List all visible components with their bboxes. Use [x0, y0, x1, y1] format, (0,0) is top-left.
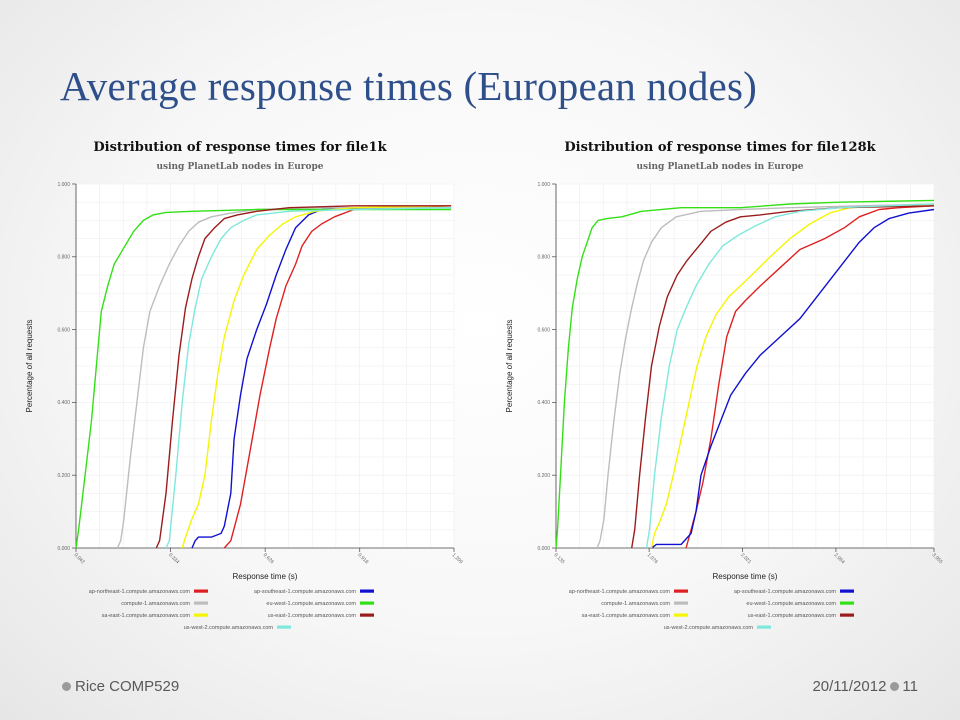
footer-course-label: Rice COMP529	[75, 678, 180, 695]
series-line-compute-1	[596, 203, 935, 549]
legend-swatch	[840, 601, 854, 605]
x-tick-label: 3.955	[931, 552, 944, 565]
y-tick-label: 0.000	[57, 546, 70, 552]
legend-label: ap-northeast-1.compute.amazonaws.com	[569, 589, 671, 595]
footer-date: 20/11/2012	[812, 678, 887, 695]
legend-swatch	[757, 625, 771, 629]
chart-file128k-svg: Distribution of response times for file1…	[505, 140, 944, 631]
x-tick-label: 1.209	[451, 552, 464, 565]
bullet-dot-icon	[890, 682, 900, 691]
legend-label: ap-northeast-1.compute.amazonaws.com	[89, 589, 191, 595]
y-axis-label: Percentage of all requests	[505, 320, 514, 413]
legend-label: sa-east-1.compute.amazonaws.com	[582, 613, 671, 619]
series-line-ap-southeast-1	[651, 208, 935, 549]
legend-label: compute-1.amazonaws.com	[121, 601, 190, 607]
series-line-ap-southeast-1	[191, 206, 452, 549]
legend-swatch	[674, 601, 688, 605]
slide-title: Average response times (European nodes)	[60, 63, 757, 109]
legend-swatch	[360, 589, 374, 593]
x-tick-label: 0.626	[262, 552, 275, 565]
chart-file128k: Distribution of response times for file1…	[490, 132, 950, 652]
x-axis-label: Response time (s)	[233, 572, 298, 581]
series-line-ap-northeast-1	[685, 205, 935, 549]
y-tick-label: 0.400	[57, 400, 70, 406]
y-tick-label: 0.200	[57, 473, 70, 479]
y-tick-label: 1.000	[537, 182, 550, 188]
footer-right: 20/11/2012 11	[812, 678, 918, 695]
legend-swatch	[194, 613, 208, 617]
y-tick-label: 0.600	[537, 327, 550, 333]
legend-label: eu-west-1.compute.amazonaws.com	[746, 601, 836, 607]
legend-label: us-west-2.compute.amazonaws.com	[184, 625, 274, 631]
y-tick-label: 0.800	[537, 255, 550, 261]
series-line-sa-east-1	[650, 203, 935, 549]
x-tick-label: 0.334	[167, 552, 180, 565]
legend-label: compute-1.amazonaws.com	[601, 601, 670, 607]
legend-label: eu-west-1.compute.amazonaws.com	[266, 601, 356, 607]
series-line-us-west-2	[645, 203, 935, 549]
legend-label: ap-southeast-1.compute.amazonaws.com	[254, 589, 357, 595]
y-tick-label: 0.600	[57, 327, 70, 333]
y-tick-label: 0.400	[537, 400, 550, 406]
x-axis-label: Response time (s)	[713, 572, 778, 581]
series-line-ap-northeast-1	[223, 205, 452, 549]
legend-swatch	[360, 613, 374, 617]
x-tick-label: 0.135	[553, 552, 566, 565]
legend-swatch	[840, 613, 854, 617]
legend-swatch	[277, 625, 291, 629]
x-tick-label: 2.021	[739, 552, 752, 565]
chart-title: Distribution of response times for file1…	[93, 140, 387, 155]
series-line-compute-1	[116, 206, 452, 549]
y-tick-label: 0.800	[57, 255, 70, 261]
x-tick-label: 2.964	[833, 552, 846, 565]
series-line-eu-west-1	[555, 199, 935, 549]
legend-swatch	[674, 589, 688, 593]
page-number: 11	[902, 678, 918, 695]
chart-file1k: Distribution of response times for file1…	[10, 132, 470, 652]
legend-label: us-west-2.compute.amazonaws.com	[664, 625, 754, 631]
chart-title: Distribution of response times for file1…	[564, 140, 876, 155]
legend-swatch	[360, 601, 374, 605]
legend-swatch	[194, 589, 208, 593]
x-tick-label: 1.076	[646, 552, 659, 565]
chart-subtitle: using PlanetLab nodes in Europe	[636, 162, 803, 172]
x-tick-label: 0.042	[73, 552, 86, 565]
series-line-sa-east-1	[181, 205, 452, 549]
x-tick-label: 0.918	[356, 552, 369, 565]
y-tick-label: 0.000	[537, 546, 550, 552]
legend-label: ap-southeast-1.compute.amazonaws.com	[734, 589, 837, 595]
legend-swatch	[840, 589, 854, 593]
legend-label: us-east-1.compute.amazonaws.com	[748, 613, 837, 619]
bullet-dot-icon	[62, 682, 71, 691]
footer-left: Rice COMP529	[62, 678, 179, 695]
chart-file1k-svg: Distribution of response times for file1…	[25, 140, 464, 631]
series-line-us-west-2	[165, 207, 452, 549]
y-tick-label: 0.200	[537, 473, 550, 479]
legend-label: sa-east-1.compute.amazonaws.com	[102, 613, 191, 619]
y-tick-label: 1.000	[57, 182, 70, 188]
legend-swatch	[674, 613, 688, 617]
series-line-us-east-1	[155, 205, 452, 549]
series-line-eu-west-1	[75, 208, 452, 549]
series-line-us-east-1	[631, 205, 935, 549]
chart-subtitle: using PlanetLab nodes in Europe	[156, 162, 323, 172]
y-axis-label: Percentage of all requests	[25, 320, 34, 413]
legend-label: us-east-1.compute.amazonaws.com	[268, 613, 357, 619]
legend-swatch	[194, 601, 208, 605]
